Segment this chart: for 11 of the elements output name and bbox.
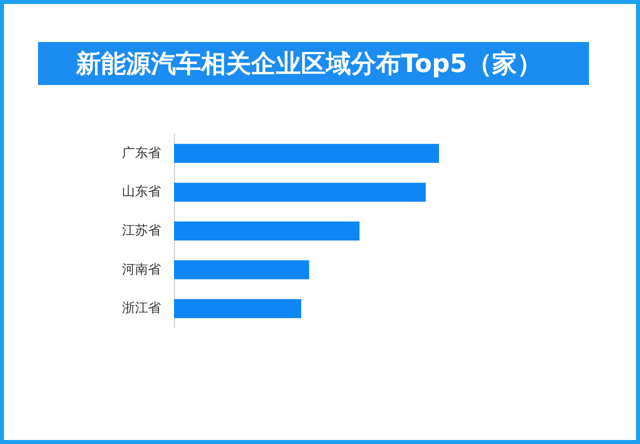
bar xyxy=(174,299,302,318)
bar xyxy=(174,182,426,202)
y-tick-label: 山东省 xyxy=(122,184,161,200)
bar xyxy=(174,222,360,240)
y-tick-label: 浙江省 xyxy=(122,301,161,316)
y-tick-label: 广东省 xyxy=(122,146,161,161)
y-tick-label: 河南省 xyxy=(122,262,161,278)
chart-title: 新能源汽车相关企业区域分布Top5（家） xyxy=(75,49,542,78)
bar xyxy=(174,260,310,280)
y-tick-label: 江苏省 xyxy=(122,224,161,238)
bar xyxy=(174,144,439,163)
